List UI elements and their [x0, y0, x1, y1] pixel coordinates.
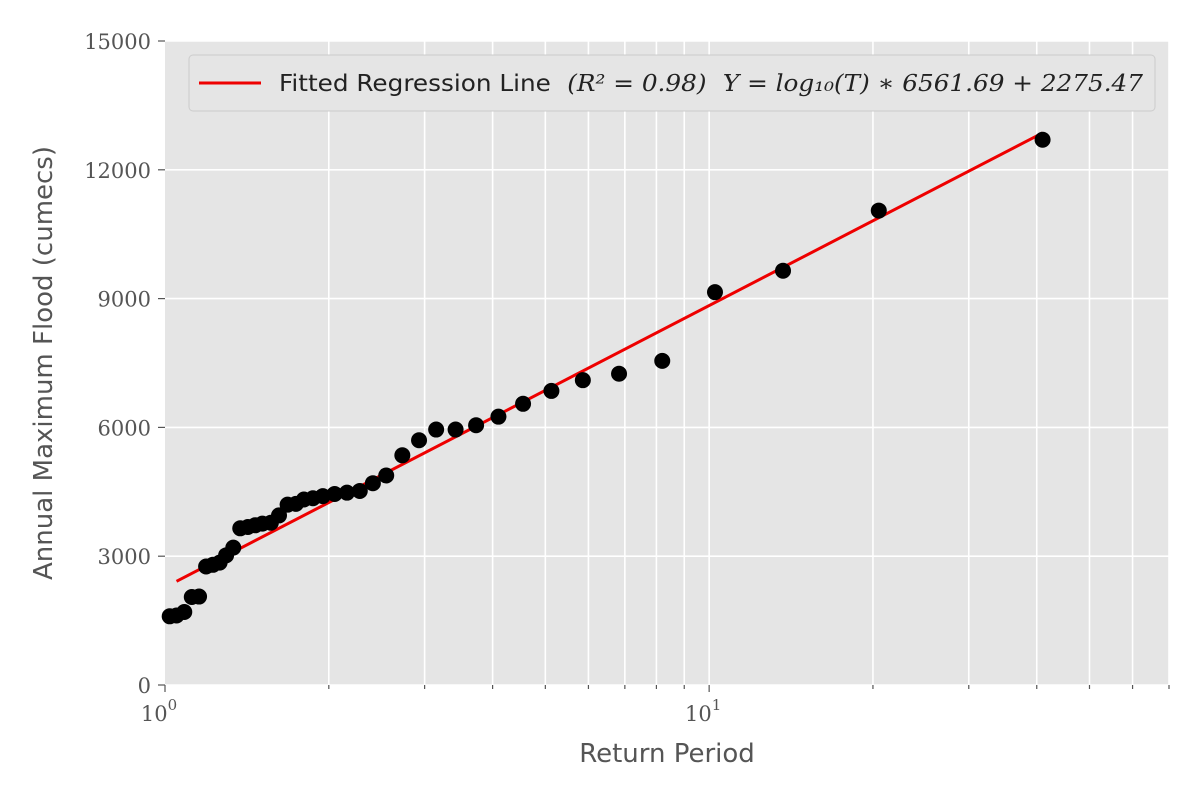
y-tick-label: 12000: [84, 159, 151, 183]
legend-box: [188, 54, 1156, 112]
y-tick-label: 6000: [98, 416, 151, 440]
data-point: [870, 202, 887, 219]
y-tick-label: 0: [138, 674, 151, 698]
data-point: [654, 352, 671, 369]
data-point: [326, 485, 343, 502]
data-point: [574, 372, 591, 389]
data-point: [611, 365, 628, 382]
y-tick-label: 3000: [98, 545, 151, 569]
y-tick-label: 9000: [98, 288, 151, 312]
data-point: [378, 467, 395, 484]
data-point: [191, 588, 208, 605]
data-point: [706, 284, 723, 301]
gridlines: [165, 40, 1170, 686]
data-point: [515, 395, 532, 412]
legend-entry: Fitted Regression Line (R² = 0.98) Y = l…: [279, 71, 1143, 97]
data-point: [271, 507, 288, 524]
legend: Fitted Regression Line (R² = 0.98) Y = l…: [188, 54, 1156, 112]
data-point: [775, 262, 792, 279]
x-axis-label: Return Period: [579, 739, 755, 769]
data-point: [314, 488, 331, 505]
data-layer: [161, 131, 1051, 625]
data-point: [364, 475, 381, 492]
x-tick-label-base: 10: [141, 702, 168, 726]
data-point: [411, 432, 428, 449]
x-tick-label-base: 10: [685, 702, 712, 726]
data-point: [394, 447, 411, 464]
data-point: [225, 539, 242, 556]
x-tick-label-exponent: 0: [168, 696, 178, 714]
data-point: [338, 484, 355, 501]
legend-entry-name: Fitted Regression Line: [279, 71, 551, 97]
data-point: [447, 421, 464, 438]
data-point: [176, 604, 193, 621]
x-tick-label: 101: [685, 696, 721, 726]
y-tick-label: 15000: [84, 30, 151, 54]
legend-r2: (R² = 0.98): [567, 71, 706, 97]
data-point: [428, 421, 445, 438]
x-tick-label-exponent: 1: [712, 696, 722, 714]
data-point: [351, 482, 368, 499]
data-point: [468, 417, 485, 434]
y-axis-label: Annual Maximum Flood (cumecs): [29, 146, 59, 580]
legend-equation: Y = log₁₀(T) ∗ 6561.69 + 2275.47: [723, 71, 1143, 97]
data-point: [1034, 131, 1051, 148]
x-tick-label: 100: [141, 696, 177, 726]
data-point: [490, 408, 507, 425]
data-point: [543, 382, 560, 399]
regression-line: [175, 131, 1044, 583]
